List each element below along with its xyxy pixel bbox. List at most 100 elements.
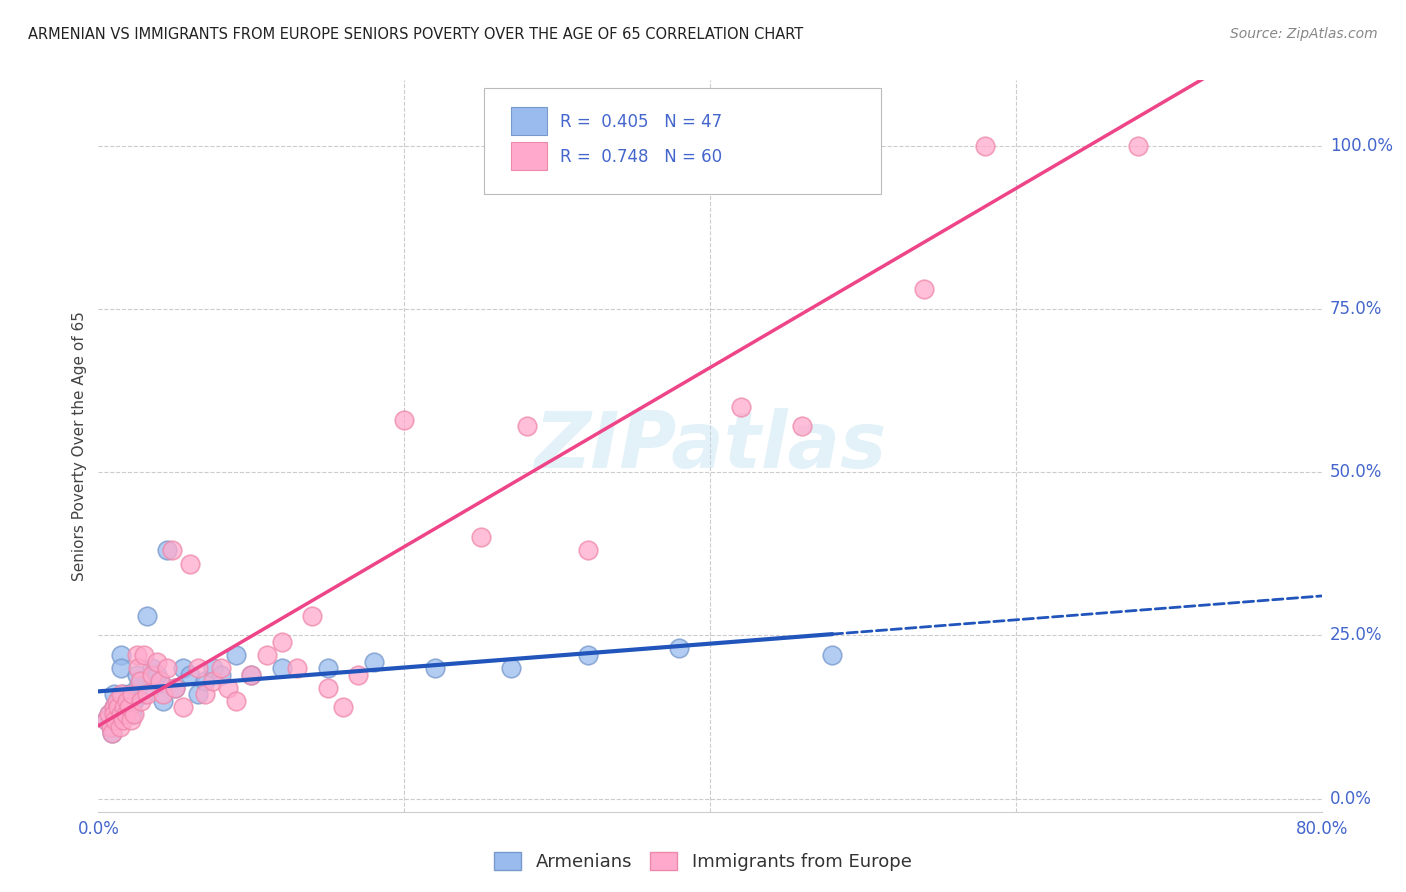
Point (108, 720, 131, 734)
Point (852, 138, 875, 153)
Point (110, 687, 132, 701)
Point (194, 687, 217, 701)
Point (285, 661, 308, 675)
Point (108, 700, 131, 714)
Point (187, 661, 209, 675)
Point (122, 706, 145, 721)
Point (202, 661, 225, 675)
Point (225, 694, 247, 708)
Point (110, 706, 132, 721)
Point (115, 694, 138, 708)
Y-axis label: Seniors Poverty Over the Age of 65: Seniors Poverty Over the Age of 65 (72, 311, 87, 581)
Point (125, 681, 148, 695)
Point (129, 694, 152, 708)
Point (120, 714, 142, 728)
Point (392, 413, 416, 427)
Point (152, 694, 174, 708)
Point (974, 138, 997, 153)
Point (301, 608, 323, 623)
Point (115, 706, 138, 721)
Point (125, 648, 148, 662)
Point (98, 706, 121, 721)
Point (187, 687, 209, 701)
Text: ARMENIAN VS IMMIGRANTS FROM EUROPE SENIORS POVERTY OVER THE AGE OF 65 CORRELATIO: ARMENIAN VS IMMIGRANTS FROM EUROPE SENIO… (28, 27, 803, 42)
FancyBboxPatch shape (510, 107, 547, 136)
Point (145, 655, 167, 669)
Point (160, 543, 183, 558)
Point (821, 648, 844, 662)
Point (118, 687, 141, 701)
Point (117, 694, 139, 708)
Point (128, 674, 150, 689)
Point (103, 700, 125, 714)
Point (127, 661, 149, 675)
Point (217, 681, 239, 695)
Point (470, 530, 492, 544)
Point (152, 687, 174, 701)
Point (209, 661, 232, 675)
Point (256, 648, 278, 662)
Point (100, 720, 122, 734)
Point (111, 687, 134, 701)
Text: R =  0.405   N = 47: R = 0.405 N = 47 (560, 113, 721, 131)
Point (105, 694, 128, 708)
Point (110, 648, 132, 662)
FancyBboxPatch shape (510, 143, 547, 170)
Point (172, 661, 194, 675)
Point (202, 674, 225, 689)
FancyBboxPatch shape (484, 87, 882, 194)
Point (107, 694, 129, 708)
Text: 75.0%: 75.0% (1330, 300, 1382, 318)
Point (104, 714, 127, 728)
Point (136, 608, 159, 623)
Point (121, 687, 143, 701)
Point (125, 667, 148, 681)
Point (316, 681, 339, 695)
Point (111, 714, 134, 728)
Point (103, 700, 125, 714)
Point (101, 726, 124, 740)
Point (270, 661, 292, 675)
Text: 100.0%: 100.0% (1330, 136, 1393, 154)
Point (121, 706, 143, 721)
Point (576, 543, 599, 558)
Point (912, 282, 935, 296)
Point (156, 543, 179, 558)
Point (156, 661, 179, 675)
Point (94, 714, 117, 728)
Point (98, 706, 121, 721)
Point (141, 667, 163, 681)
Point (240, 667, 263, 681)
Text: ZIPatlas: ZIPatlas (534, 408, 886, 484)
Point (101, 726, 124, 740)
Point (163, 681, 186, 695)
Point (129, 674, 152, 689)
Point (94, 714, 117, 728)
Point (105, 706, 128, 721)
Point (134, 687, 156, 701)
Point (141, 661, 163, 675)
Point (423, 661, 446, 675)
Point (501, 661, 523, 675)
Point (117, 700, 139, 714)
Point (194, 674, 217, 689)
Point (149, 674, 172, 689)
Point (332, 700, 354, 714)
Point (516, 419, 538, 434)
Point (209, 667, 232, 681)
Text: R =  0.748   N = 60: R = 0.748 N = 60 (560, 148, 721, 166)
Point (668, 641, 690, 656)
Point (179, 557, 201, 571)
Point (225, 648, 247, 662)
Point (110, 661, 132, 675)
Point (118, 700, 141, 714)
Point (134, 648, 156, 662)
Point (363, 655, 385, 669)
Point (163, 681, 186, 695)
Point (270, 635, 292, 649)
Point (103, 714, 125, 728)
Point (120, 700, 142, 714)
Point (149, 674, 172, 689)
Text: 50.0%: 50.0% (1330, 463, 1382, 481)
Point (136, 687, 159, 701)
